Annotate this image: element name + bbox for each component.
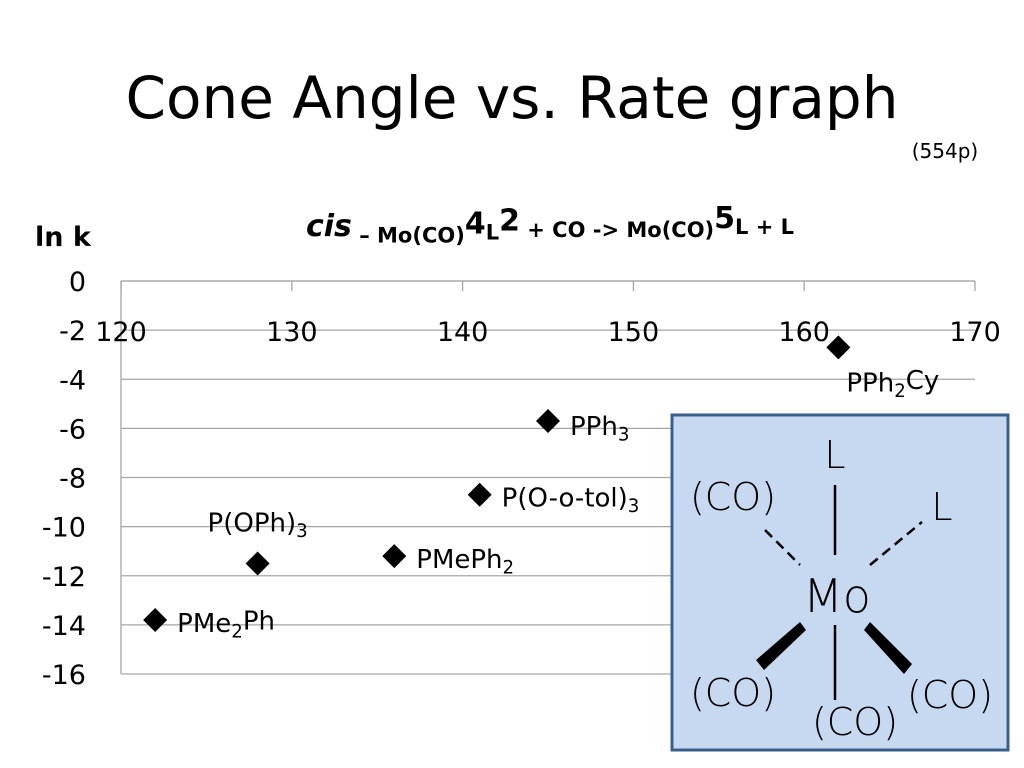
text-part: 5 (714, 201, 735, 236)
ligand-label: L (931, 485, 952, 529)
y-tick-label: -12 (42, 562, 86, 593)
point-label: P(O-o-tol)3 (502, 484, 640, 517)
structure-diagram: L (CO) L Mo (CO) (CO) (CO) (670, 413, 1010, 752)
y-axis-label: ln k (35, 222, 92, 253)
text-part: PMePh (416, 545, 502, 575)
y-tick-label: -14 (42, 611, 86, 642)
x-tick-label: 140 (437, 317, 489, 348)
x-tick-label: 150 (608, 317, 660, 348)
point (143, 607, 168, 632)
text-part: 2 (499, 204, 520, 239)
x-tick-label: 160 (778, 317, 830, 348)
subscript: 2 (503, 558, 515, 579)
metal-label: Mo (803, 569, 871, 623)
point (467, 482, 492, 507)
text-part: cis (306, 209, 352, 244)
y-tick-label: -10 (42, 513, 86, 544)
point (382, 544, 407, 569)
point-label: PMe2Ph (177, 607, 275, 643)
y-tick-label: -4 (59, 365, 86, 396)
y-tick-label: -8 (59, 464, 86, 495)
subscript: 2 (231, 621, 243, 642)
subscript: 3 (296, 521, 308, 542)
ligand-label: (CO) (812, 700, 898, 744)
text-part: Cy (906, 366, 940, 396)
y-tick-label: 0 (69, 267, 86, 298)
subscript: L + L (735, 215, 794, 239)
y-tick-label: -16 (42, 660, 86, 691)
subscript: – Mo(CO) (352, 223, 465, 247)
subscript: L (486, 221, 499, 245)
y-tick-label: -6 (59, 414, 86, 445)
text-part: P(O-o-tol) (502, 484, 628, 514)
text-part: PPh (570, 412, 618, 442)
point (826, 335, 851, 360)
ligand-label: (CO) (907, 673, 993, 717)
wedge-bond (864, 622, 912, 674)
page-note: (554p) (912, 139, 978, 163)
x-tick-label: 130 (266, 317, 318, 348)
ligand-label: (CO) (690, 475, 776, 519)
ligand-label: (CO) (690, 671, 776, 715)
subscript: 2 (894, 381, 906, 402)
text-part: PMe (177, 609, 231, 639)
bond (869, 521, 923, 566)
point (536, 409, 560, 434)
point-label: PPh3 (570, 412, 629, 445)
x-tick-label: 120 (95, 317, 147, 348)
text-part: Ph (243, 607, 275, 637)
chart-title: cis – Mo(CO)4L2 + CO -> Mo(CO)5L + L (306, 201, 794, 247)
ligand-label: L (824, 433, 845, 477)
text-part: P(OPh) (208, 508, 297, 538)
point-label: PMePh2 (416, 545, 514, 578)
text-part: PPh (846, 368, 894, 398)
subscript: + CO -> Mo(CO) (520, 218, 714, 242)
slide-title: Cone Angle vs. Rate graph (126, 64, 899, 132)
point-label: P(OPh)3 (208, 508, 308, 541)
subscript: 3 (618, 424, 630, 445)
x-tick-label: 170 (949, 317, 1001, 348)
bond (764, 529, 801, 566)
y-tick-label: -2 (59, 316, 86, 347)
point-label: PPh2Cy (846, 366, 939, 402)
subscript: 3 (628, 496, 640, 517)
bonds (764, 485, 923, 700)
wedge-bond (756, 622, 806, 670)
plot: 0 -2 -4 -6 -8 -10 -12 -14 -16 120 130 140 150 160 170 P… (42, 267, 1001, 691)
diagram-box (670, 413, 1010, 752)
text-part: 4 (465, 206, 486, 241)
point (245, 551, 270, 576)
